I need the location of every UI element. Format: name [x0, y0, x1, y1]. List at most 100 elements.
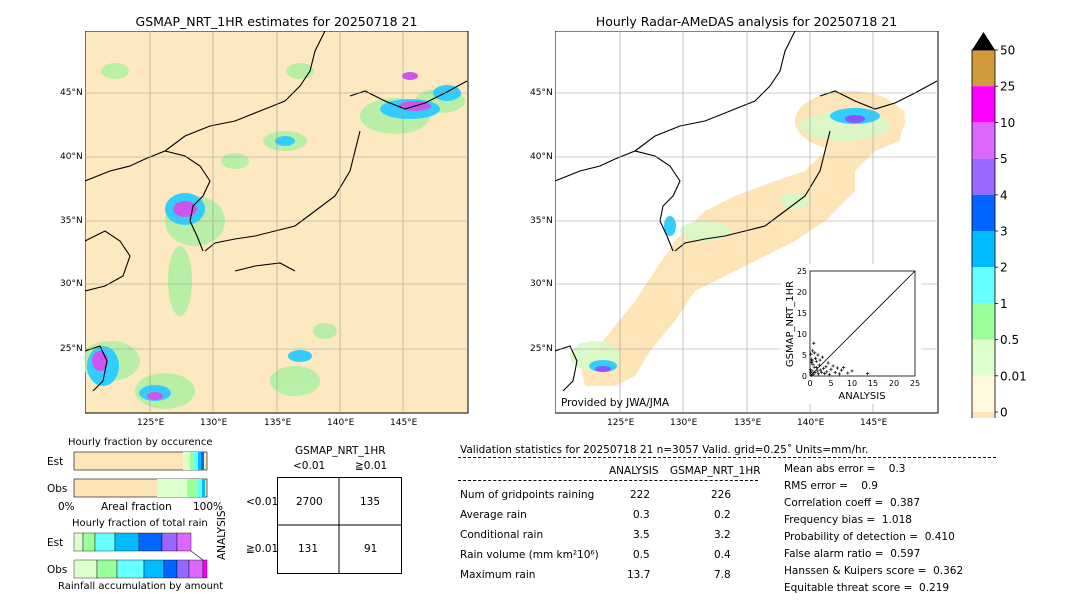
scatter-point: [837, 372, 841, 376]
stat-label-gridpoints: Num of gridpoints raining: [460, 489, 595, 501]
scatter-point: [823, 371, 827, 376]
total-est-label: Est: [47, 537, 64, 549]
colorbar-label: 1: [1000, 297, 1008, 311]
validation-table-rule: [458, 480, 758, 481]
score-rmse: RMS error = 0.9: [784, 480, 878, 492]
contingency-cell-np: 135: [360, 496, 381, 508]
scatter-xtick: 25: [910, 379, 920, 388]
validation-col-gsmap: GSMAP_NRT_1HR: [670, 465, 761, 477]
scatter-ytick: 25: [797, 267, 807, 276]
scatter-point: [865, 371, 870, 376]
contingency-cell-pp: 91: [364, 543, 378, 555]
colorbar-segment: [972, 86, 995, 123]
occurrence-est-label: Est: [47, 456, 64, 468]
colorbar-label: 10: [1000, 116, 1015, 130]
scatter-point: [816, 372, 820, 376]
left-map: [85, 31, 469, 414]
right-lat-45: 45°N: [530, 88, 553, 98]
stat-label-average: Average rain: [460, 509, 527, 521]
score-ets: Equitable threat score = 0.219: [784, 582, 950, 594]
right-map-title: Hourly Radar-AMeDAS analysis for 2025071…: [595, 14, 898, 29]
scatter-point: [835, 366, 839, 370]
total-rain-title: Hourly fraction of total rain: [72, 518, 208, 529]
colorbar-segment: [972, 158, 995, 195]
validation-col-analysis: ANALYSIS: [609, 465, 659, 477]
scatter-point: [827, 372, 831, 376]
credit-text: Provided by JWA/JMA: [561, 397, 670, 409]
scatter-point: [809, 370, 813, 374]
right-lon-140: 140°E: [797, 418, 825, 428]
contingency-col-pos: ≧0.01: [355, 460, 388, 472]
colorbar-segment: [972, 375, 995, 412]
scatter-xtick: 20: [889, 379, 899, 388]
stat-analysis-volume: 0.5: [633, 549, 650, 561]
score-hk: Hanssen & Kuipers score = 0.362: [784, 565, 964, 577]
scatter-point: [821, 355, 825, 359]
stat-analysis-gridpoints: 222: [630, 489, 651, 501]
colorbar-segment: [972, 267, 995, 304]
scatter-point: [850, 369, 854, 373]
colorbar-segment: [972, 231, 995, 268]
scatter-ytick: 20: [797, 288, 807, 297]
scatter-point: [811, 362, 815, 366]
scatter-point: [813, 356, 818, 360]
scatter-point: [817, 363, 821, 367]
scatter-point: [824, 365, 828, 369]
left-lat-40: 40°N: [60, 152, 83, 162]
colorbar-outline: [971, 49, 996, 418]
scatter-ytick: 0: [802, 372, 807, 381]
score-freq-bias: Frequency bias = 1.018: [784, 514, 912, 526]
stat-gsmap-gridpoints: 226: [711, 489, 732, 501]
contingency-row-neg: <0.01: [246, 496, 279, 508]
scatter-point: [813, 351, 817, 355]
scatter-point: [815, 369, 820, 373]
score-mae: Mean abs error = 0.3: [784, 463, 906, 475]
occurrence-title: Hourly fraction by occurence: [68, 437, 213, 448]
score-pod: Probability of detection = 0.410: [784, 531, 955, 543]
scatter-point: [809, 360, 813, 365]
scatter-point: [842, 366, 846, 370]
validation-header: Validation statistics for 20250718 21 n=…: [460, 444, 869, 456]
scatter-point: [812, 365, 816, 369]
total-obs-label: Obs: [47, 564, 68, 576]
colorbar-label: 0: [1000, 406, 1008, 419]
scatter-point: [812, 341, 816, 345]
contingency-col-neg: <0.01: [293, 460, 326, 472]
scatter-point: [808, 368, 813, 372]
total-rain-footer: Rainfall accumulation by amount: [58, 581, 224, 592]
scatter-point: [809, 373, 813, 377]
occurrence-bars: [73, 451, 208, 498]
scatter-point: [829, 367, 833, 371]
contingency-row-pos: ≧0.01: [246, 543, 279, 555]
colorbar-segment: [972, 339, 995, 376]
colorbar-extend-arrow: [972, 32, 995, 50]
scatter-inset: 00 5 5 10 10 15 15 20 20 25 25 ANALYSIS GSMAP_NRT_…: [781, 264, 921, 404]
score-corr: Correlation coeff = 0.387: [784, 497, 920, 509]
right-lat-40: 40°N: [530, 152, 553, 162]
scatter-point: [810, 357, 814, 361]
stat-label-maximum: Maximum rain: [460, 569, 536, 581]
score-far: False alarm ratio = 0.597: [784, 548, 921, 560]
left-lon-140: 140°E: [327, 418, 355, 428]
scatter-ytick: 5: [802, 351, 807, 360]
scatter-point: [810, 359, 814, 363]
stat-analysis-maximum: 13.7: [627, 569, 651, 581]
stat-gsmap-average: 0.2: [714, 509, 731, 521]
occurrence-x-mid: Areal fraction: [101, 501, 172, 513]
occurrence-x-right: 100%: [193, 501, 224, 513]
scatter-point: [815, 366, 819, 370]
colorbar-label: 3: [1000, 225, 1008, 239]
scatter-point: [821, 366, 826, 371]
contingency-grid: [277, 477, 402, 574]
scatter-point: [820, 370, 824, 374]
colorbar-label: 25: [1000, 80, 1015, 94]
colorbar-label: 5: [1000, 152, 1008, 166]
scatter-xtick: 0: [807, 379, 812, 388]
scatter-point: [809, 352, 813, 356]
scatter-point: [810, 349, 815, 353]
scatter-ylabel: GSMAP_NRT_1HR: [785, 281, 796, 367]
right-lat-30: 30°N: [530, 279, 553, 289]
scatter-point: [811, 372, 815, 376]
scatter-point: [831, 364, 835, 368]
right-map: [555, 31, 939, 414]
